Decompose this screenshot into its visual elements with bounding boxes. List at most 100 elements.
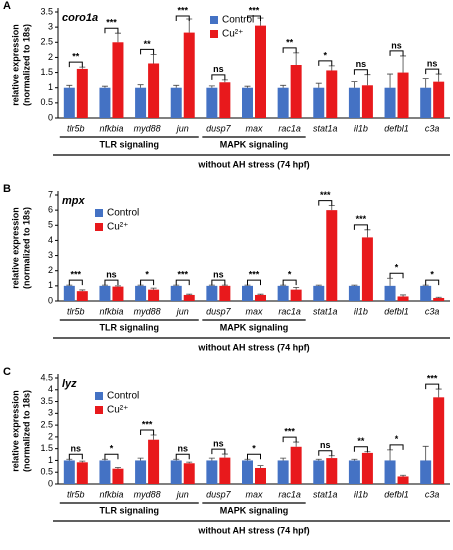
error-bar — [328, 455, 335, 459]
error-bar — [315, 284, 322, 286]
error-bar — [137, 457, 144, 461]
error-bar — [351, 81, 358, 88]
error-bar — [280, 457, 287, 461]
x-tick-label: tlr5b — [67, 123, 85, 133]
bar — [433, 81, 445, 118]
bar — [326, 70, 338, 118]
significance-bracket — [68, 453, 83, 460]
x-tick-label: myd88 — [134, 123, 161, 133]
y-axis-label: (normalized to 18s) — [21, 24, 31, 106]
significance-bracket — [389, 444, 404, 450]
significance-label: *** — [249, 5, 260, 15]
bar — [290, 65, 302, 118]
legend-label: Cu²⁺ — [107, 405, 128, 416]
error-bar — [400, 294, 407, 297]
y-tick-label: 4.5 — [40, 372, 53, 382]
x-tick-label: jun — [176, 306, 189, 316]
x-tick-label: defbl1 — [384, 306, 409, 316]
significance-label: * — [110, 444, 114, 454]
legend-swatch — [95, 406, 103, 414]
legend-label: Control — [107, 391, 139, 402]
error-bar — [387, 73, 394, 88]
error-bar — [79, 289, 86, 292]
error-bar — [186, 293, 193, 295]
y-tick-label: 0 — [48, 112, 53, 122]
y-tick-label: 3.5 — [40, 6, 53, 16]
bar — [255, 294, 266, 301]
group-label: MAPK signaling — [220, 505, 289, 515]
significance-label: * — [288, 269, 292, 279]
group-label: TLR signaling — [100, 505, 160, 515]
significance-label: *** — [249, 269, 260, 279]
legend-swatch — [95, 209, 103, 217]
error-bar — [208, 284, 215, 286]
error-bar — [150, 434, 157, 440]
x-tick-label: il1b — [354, 489, 368, 499]
y-tick-label: 0.5 — [40, 97, 53, 107]
group-label: TLR signaling — [100, 322, 160, 332]
error-bar — [66, 284, 73, 286]
bar — [170, 460, 182, 484]
error-bar — [208, 457, 215, 461]
x-tick-label: rac1a — [278, 123, 301, 133]
panel-letter: A — [3, 0, 11, 12]
bar — [313, 285, 325, 301]
error-bar — [351, 284, 358, 286]
legend-swatch — [95, 223, 103, 231]
significance-bracket — [353, 69, 368, 75]
significance-bracket — [318, 200, 333, 206]
bar — [420, 87, 432, 118]
bar — [135, 285, 147, 301]
error-bar — [257, 465, 264, 468]
significance-label: *** — [142, 419, 153, 429]
error-bar — [101, 85, 108, 88]
y-tick-label: 0 — [48, 295, 53, 305]
significance-label: *** — [356, 214, 367, 224]
bar — [148, 439, 160, 484]
error-bar — [221, 79, 228, 83]
significance-label: ** — [144, 39, 152, 49]
error-bar — [364, 229, 371, 238]
legend-label: Cu²⁺ — [222, 29, 243, 40]
bar — [99, 460, 111, 484]
y-axis-label: (normalized to 18s) — [21, 207, 31, 289]
error-bar — [293, 286, 300, 290]
error-bar — [79, 66, 86, 69]
significance-label: * — [252, 444, 256, 454]
bar — [63, 87, 75, 118]
error-bar — [173, 458, 180, 461]
significance-bracket — [282, 47, 297, 53]
bar — [63, 285, 75, 301]
y-axis-label: relative expression — [10, 207, 20, 289]
error-bar — [435, 388, 442, 398]
error-bar — [114, 285, 121, 287]
bar — [433, 297, 445, 301]
group-label: MAPK signaling — [220, 322, 289, 332]
significance-label: * — [324, 50, 328, 60]
error-bar — [280, 84, 287, 88]
error-bar — [422, 284, 429, 286]
significance-label: *** — [320, 190, 331, 200]
significance-label: ns — [356, 59, 367, 69]
bar — [255, 467, 266, 484]
bar — [384, 87, 396, 118]
error-bar — [364, 74, 371, 86]
error-bar — [66, 84, 73, 88]
x-tick-label: nfkbia — [99, 123, 123, 133]
significance-bracket — [104, 453, 119, 460]
panel-letter: C — [3, 366, 11, 378]
bar — [206, 285, 218, 301]
panel-title: mpx — [62, 195, 86, 207]
bar — [112, 468, 124, 484]
significance-label: * — [430, 269, 434, 279]
error-bar — [137, 284, 144, 286]
significance-label: ** — [357, 436, 365, 446]
significance-label: ns — [213, 269, 224, 279]
bar — [242, 285, 253, 301]
x-tick-label: il1b — [354, 123, 368, 133]
significance-label: * — [145, 269, 149, 279]
error-bar — [400, 474, 407, 477]
panel-title: coro1a — [62, 12, 98, 24]
y-tick-label: 4 — [48, 235, 53, 245]
significance-label: *** — [177, 269, 188, 279]
